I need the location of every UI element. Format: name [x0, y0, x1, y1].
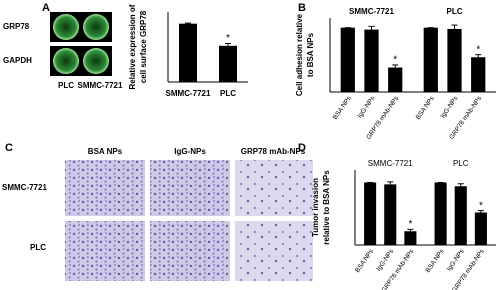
bar: [364, 182, 377, 245]
row-label: PLC: [30, 243, 46, 252]
bar: [384, 184, 397, 245]
column-label: BSA NPs: [88, 147, 123, 156]
panel-label: B: [298, 2, 306, 14]
bar: [454, 186, 467, 245]
panel-label: A: [42, 2, 50, 14]
significance-marker: *: [479, 200, 483, 211]
bar: [423, 27, 438, 92]
significance-marker: *: [408, 219, 412, 230]
blot-lane-label: SMMC-7721: [78, 81, 123, 90]
group-label: SMMC-7721: [368, 159, 413, 168]
blot-well: [53, 48, 79, 74]
column-label: IgG-NPs: [174, 147, 206, 156]
y-axis-label: relative to BSA NPs: [322, 170, 331, 245]
y-axis-label: Relative expression of: [128, 4, 137, 89]
group-label: PLC: [453, 159, 469, 168]
blot-row-label: GRP78: [3, 22, 30, 31]
panel-label: D: [298, 142, 306, 154]
blot-lane-label: PLC: [58, 81, 74, 90]
significance-marker: *: [393, 55, 397, 66]
micrograph: [65, 221, 145, 281]
group-label: SMMC-7721: [349, 7, 394, 16]
bar: [179, 23, 197, 83]
blot-well: [53, 14, 79, 40]
column-label: GRP78 mAb-NPs: [241, 147, 306, 156]
micrograph: [235, 221, 313, 281]
bar: [340, 27, 355, 92]
significance-marker: *: [226, 33, 230, 44]
group-label: PLC: [447, 7, 463, 16]
micrograph: [235, 160, 313, 216]
panel-label: C: [5, 142, 13, 154]
x-tick-label: IgG-NPs: [440, 95, 460, 120]
x-tick-label: IgG-NPs: [446, 248, 466, 273]
x-tick-label: BSA NPs: [354, 248, 375, 275]
x-tick-label: IgG-NPs: [357, 95, 377, 120]
x-tick-label: BSA NPs: [332, 95, 353, 122]
y-axis-label: Tumor invasion: [311, 178, 320, 237]
x-tick-label: PLC: [220, 89, 236, 98]
bar: [219, 45, 237, 82]
y-axis-label: Cell adhesion relative: [295, 13, 304, 96]
bar: [471, 57, 486, 92]
y-axis-label: to BSA NPs: [306, 32, 315, 77]
bar: [434, 182, 447, 245]
x-tick-label: IgG-NPs: [375, 248, 395, 273]
x-tick-label: BSA NPs: [425, 248, 446, 275]
x-tick-label: BSA NPs: [415, 95, 436, 122]
bar: [447, 28, 462, 92]
micrograph: [65, 160, 145, 216]
bar: [404, 231, 417, 245]
significance-marker: *: [476, 44, 480, 55]
blot-row-label: GAPDH: [3, 56, 32, 65]
x-tick-label: SMMC-7721: [166, 89, 211, 98]
bar: [474, 212, 487, 245]
micrograph: [150, 160, 230, 216]
row-label: SMMC-7721: [2, 183, 47, 192]
blot-well: [83, 48, 109, 74]
bar: [388, 67, 403, 92]
micrograph: [150, 221, 230, 281]
blot-well: [83, 14, 109, 40]
bar: [364, 29, 379, 92]
y-axis-label: cell surface GRP78: [139, 10, 148, 83]
